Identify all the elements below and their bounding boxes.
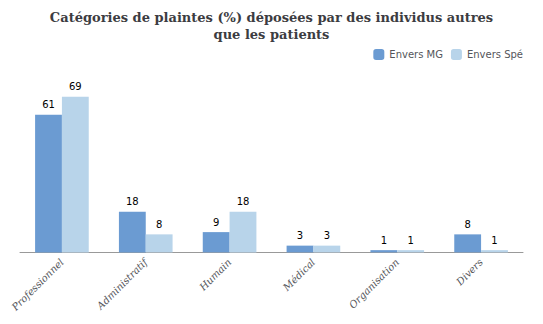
svg-text:Divers: Divers xyxy=(453,257,485,289)
svg-text:1: 1 xyxy=(491,235,497,246)
svg-text:Catégories de plaintes (%) dép: Catégories de plaintes (%) déposées par … xyxy=(50,10,493,25)
svg-text:69: 69 xyxy=(69,81,82,92)
svg-text:1: 1 xyxy=(381,235,387,246)
svg-text:Envers MG: Envers MG xyxy=(389,49,443,60)
svg-text:Professionnel: Professionnel xyxy=(9,257,66,314)
svg-text:3: 3 xyxy=(297,230,303,241)
svg-text:Organisation: Organisation xyxy=(347,257,401,311)
svg-text:Administratif: Administratif xyxy=(94,255,151,312)
svg-text:9: 9 xyxy=(213,217,219,228)
svg-text:1: 1 xyxy=(407,235,413,246)
svg-text:8: 8 xyxy=(156,219,162,230)
svg-text:que les patients: que les patients xyxy=(214,27,330,42)
svg-text:18: 18 xyxy=(237,196,250,207)
svg-text:18: 18 xyxy=(126,196,139,207)
svg-text:Envers Spé: Envers Spé xyxy=(467,49,523,60)
svg-text:Humain: Humain xyxy=(197,257,234,294)
svg-text:3: 3 xyxy=(324,230,330,241)
svg-text:61: 61 xyxy=(42,99,55,110)
svg-text:Médical: Médical xyxy=(280,257,317,294)
svg-text:8: 8 xyxy=(464,219,470,230)
